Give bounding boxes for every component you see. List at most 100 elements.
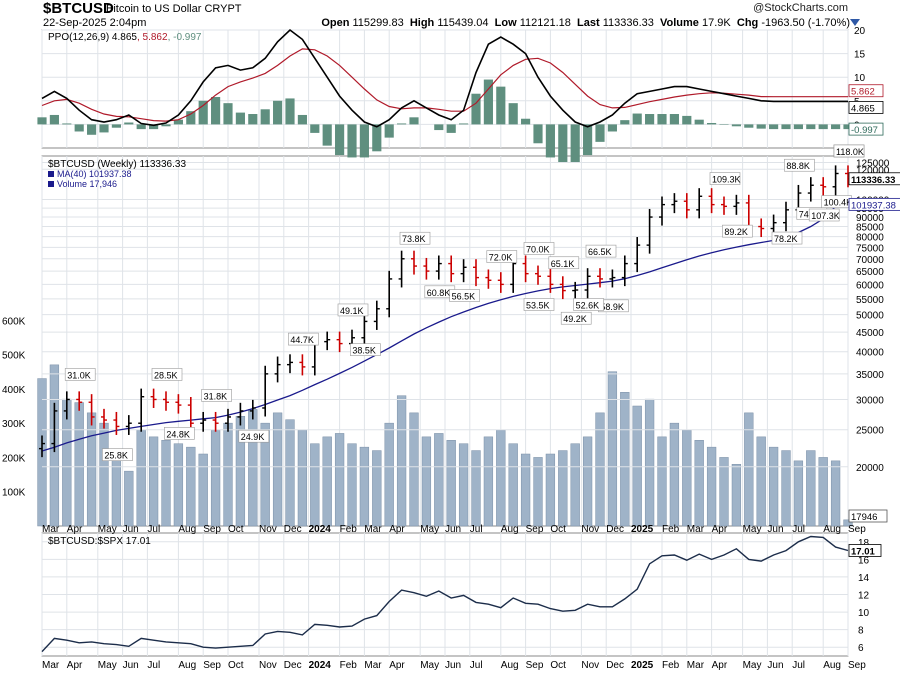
ppo-title: PPO(12,26,9) 4.865, 5.862, -0.997 <box>48 32 202 43</box>
volume-bar <box>272 412 283 527</box>
low-label: Low <box>494 17 517 29</box>
last-label: Last <box>577 17 600 29</box>
ppo-histogram-bar <box>843 124 853 130</box>
volume-bar <box>694 440 704 527</box>
volume-bar <box>173 443 184 527</box>
ppo-histogram-bar <box>831 124 841 130</box>
volume-bar <box>818 457 828 527</box>
x-axis-label-mid: Jun <box>445 524 461 535</box>
ratio-tick-label: 18 <box>858 538 870 549</box>
ppo-value-label: 4.865 <box>851 103 875 114</box>
price-tick-label: 40000 <box>856 348 884 359</box>
price-annotation-label: 56.5K <box>452 292 476 302</box>
price-annotation-box <box>523 298 555 311</box>
ppo-value-tag <box>848 84 884 98</box>
last-value: 113336.33 <box>602 17 654 29</box>
ratio-line <box>41 535 849 653</box>
ppo-histogram-bar <box>198 100 208 125</box>
price-annotation-box <box>64 368 96 381</box>
ppo-histogram-bar <box>310 124 320 133</box>
symbol-title: $BTCUSD <box>43 0 114 17</box>
ma-value-tag <box>848 197 900 211</box>
ratio-value-label: 17.01 <box>851 546 875 557</box>
ppo-histogram-bar <box>446 124 456 133</box>
volume-bar <box>434 433 444 527</box>
volume-tick-label: 200K <box>2 453 26 464</box>
x-axis-label: 2024 <box>309 660 332 671</box>
volume-bar <box>607 371 618 527</box>
price-annotation-box <box>337 303 369 317</box>
x-axis-label: Apr <box>67 660 83 671</box>
price-tick-label: 85000 <box>856 223 884 234</box>
price-annotation-label: 118.0K <box>836 147 864 157</box>
x-axis-label: Jun <box>123 660 139 671</box>
ppo-histogram-bar <box>99 124 109 133</box>
volume-bar <box>74 402 84 527</box>
volume-legend-label: Volume 17,946 <box>57 179 117 189</box>
ppo-histogram-bar <box>620 120 630 125</box>
ppo-histogram-bar <box>434 124 444 131</box>
ohlc-readout: Open 115299.83 High 115439.04 Low 112121… <box>321 17 850 29</box>
ratio-tick-label: 14 <box>858 573 870 584</box>
x-axis-label-mid: Mar <box>364 524 382 535</box>
ma-legend-label: MA(40) 101937.38 <box>57 169 132 179</box>
chevron-down-icon[interactable] <box>850 19 860 26</box>
volume-bar <box>471 450 481 527</box>
price-annotation-label: 78.2K <box>774 234 798 244</box>
price-annotation-label: 100.4K <box>824 198 853 208</box>
ppo-histogram-bar <box>62 123 72 125</box>
volume-bar <box>260 422 270 527</box>
x-axis-label: Mar <box>687 660 705 671</box>
volume-bar <box>731 464 742 527</box>
price-annotation-box <box>288 332 319 346</box>
ppo-histogram-bar <box>49 114 59 125</box>
x-axis-label-mid: Dec <box>606 524 624 535</box>
x-axis-label-mid: Nov <box>259 524 277 535</box>
x-axis-label: Jul <box>147 660 160 671</box>
ppo-histogram-bar <box>682 115 692 125</box>
x-axis-label: May <box>743 660 762 671</box>
symbol-description: Bitcoin to US Dollar CRYPT <box>106 3 242 15</box>
volume-bar <box>483 436 494 527</box>
ppo-histogram-bar <box>297 114 307 125</box>
price-tick-label: 45000 <box>856 328 884 339</box>
x-axis-label-mid: Nov <box>581 524 599 535</box>
ppo-histogram-bar <box>285 98 295 125</box>
ppo-histogram-bar <box>669 114 679 125</box>
ppo-tick-label: 20 <box>854 26 866 37</box>
price-annotation-label: 73.8K <box>402 234 426 244</box>
ppo-histogram-bar <box>223 103 233 125</box>
ma-value-label: 101937.38 <box>851 200 896 211</box>
last-price-label: 113336.33 <box>851 175 895 186</box>
volume-bar <box>396 395 407 527</box>
ppo-line <box>41 28 848 128</box>
volume-bar <box>632 405 642 527</box>
ma40-line <box>41 195 849 452</box>
ppo-histogram-bar <box>483 79 493 125</box>
x-axis-label-mid: Feb <box>340 524 358 535</box>
price-annotation-label: 28.5K <box>154 370 178 380</box>
ppo-tick-label: 10 <box>854 73 866 84</box>
x-axis-label-mid: Oct <box>228 524 244 535</box>
price-annotation-box <box>523 242 555 255</box>
volume-bar <box>595 412 605 527</box>
volume-bar <box>198 453 208 527</box>
x-axis-label: 2025 <box>631 660 654 671</box>
volume-bar <box>372 450 382 527</box>
price-tick-label: 80000 <box>856 233 884 244</box>
volume-bar <box>310 443 320 527</box>
volume-bar <box>620 392 630 527</box>
volume-bar <box>644 398 655 527</box>
volume-value-tag <box>848 509 888 523</box>
ppo-histogram-bar <box>694 119 704 125</box>
x-axis-label: May <box>420 660 439 671</box>
ppo-histogram-bar <box>37 117 47 125</box>
volume-bar <box>768 446 779 527</box>
ppo-histogram-bar <box>124 122 134 125</box>
volume-bar <box>508 443 518 527</box>
ppo-histogram-bar <box>459 123 469 125</box>
volume-tick-label: 500K <box>2 351 26 362</box>
volume-bar <box>533 457 543 527</box>
low-value: 112121.18 <box>519 17 571 29</box>
ppo-histogram-bar <box>570 124 580 163</box>
